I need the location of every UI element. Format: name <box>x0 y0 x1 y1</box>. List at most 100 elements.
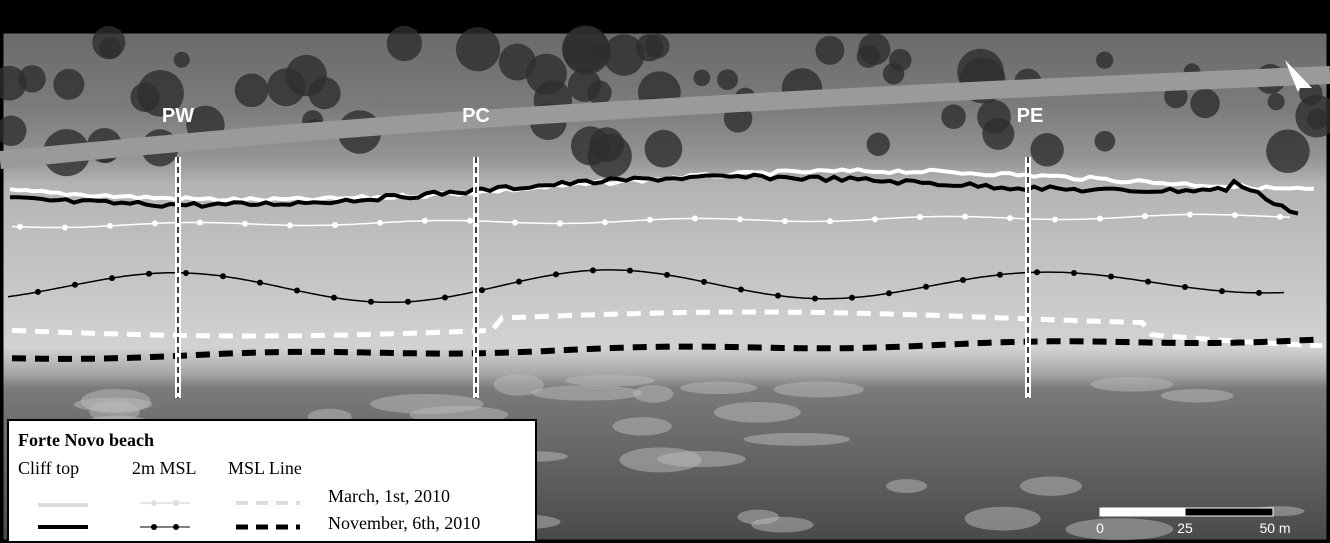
scale-segment <box>1185 508 1273 516</box>
msl2-november-point <box>405 299 411 305</box>
msl2-november-point <box>627 268 633 274</box>
msl2-november-point <box>72 282 78 288</box>
tree <box>1307 109 1328 130</box>
tree <box>867 133 890 156</box>
tree <box>941 104 966 129</box>
tree <box>815 36 844 65</box>
tree <box>1190 89 1219 118</box>
msl2-march-point <box>107 223 113 229</box>
legend: Forte Novo beach Cliff top 2m MSL MSL Li… <box>8 420 536 542</box>
msl2-march-point <box>377 220 383 226</box>
msl2-november-point <box>146 271 152 277</box>
legend-swatch <box>151 500 157 506</box>
legend-title: Forte Novo beach <box>18 430 154 450</box>
tree <box>645 130 683 168</box>
tree <box>1030 133 1063 166</box>
foam <box>1020 476 1082 495</box>
msl2-november-point <box>1145 279 1151 285</box>
msl2-november-point <box>701 279 707 285</box>
tree <box>982 118 1014 150</box>
msl2-november-point <box>368 299 374 305</box>
tree <box>857 45 880 68</box>
legend-column: MSL Line <box>228 458 302 478</box>
map: PW PC PE Forte Novo beach Cliff top 2m M… <box>0 0 1330 543</box>
msl2-march-point <box>1052 216 1058 222</box>
foam <box>612 417 671 435</box>
scale-label: 50 m <box>1259 520 1290 536</box>
tree <box>174 52 190 68</box>
msl2-march-point <box>737 216 743 222</box>
tree <box>99 37 121 59</box>
tree <box>1095 131 1116 152</box>
msl2-march-point <box>17 224 23 230</box>
scale-label: 0 <box>1096 520 1104 536</box>
msl2-november-point <box>442 295 448 301</box>
msl2-november-point <box>849 295 855 301</box>
msl2-november-point <box>294 288 300 294</box>
foam <box>531 385 642 401</box>
foam <box>965 507 1041 531</box>
msl2-november-point <box>590 267 596 273</box>
msl2-march-point <box>602 219 608 225</box>
msl2-march-point <box>1097 216 1103 222</box>
msl2-march-point <box>872 216 878 222</box>
tree <box>286 55 327 96</box>
msl2-november-point <box>479 287 485 293</box>
foam <box>1065 518 1173 540</box>
tree <box>693 69 710 86</box>
foam <box>619 447 701 472</box>
msl2-march-point <box>1007 215 1013 221</box>
scale-label: 25 <box>1177 520 1193 536</box>
tree <box>562 25 609 72</box>
foam <box>633 385 673 403</box>
tree <box>1096 52 1113 69</box>
profile-label: PC <box>462 105 490 127</box>
tree <box>499 44 536 81</box>
msl2-november-point <box>553 271 559 277</box>
tree <box>456 27 500 71</box>
msl2-march-point <box>422 218 428 224</box>
msl2-november-point <box>960 277 966 283</box>
tree <box>1266 129 1310 173</box>
msl2-november-point <box>923 284 929 290</box>
msl2-november-point <box>664 272 670 278</box>
foam <box>565 375 655 387</box>
msl2-march-point <box>692 215 698 221</box>
foam <box>81 389 151 414</box>
foam <box>1090 377 1173 391</box>
msl2-march-point <box>62 224 68 230</box>
legend-swatch <box>173 524 179 530</box>
msl2-november-point <box>257 280 263 286</box>
scale-segment <box>1100 508 1185 516</box>
msl2-march-point <box>1277 214 1283 220</box>
top-bar <box>0 0 1330 28</box>
msl2-march-point <box>332 222 338 228</box>
msl2-march-point <box>152 220 158 226</box>
msl2-march-point <box>512 219 518 225</box>
foam <box>370 394 484 414</box>
msl2-november-point <box>183 270 189 276</box>
tree <box>717 69 738 90</box>
msl2-march-point <box>197 219 203 225</box>
legend-swatch <box>151 524 157 530</box>
tree <box>636 34 663 61</box>
legend-date: March, 1st, 2010 <box>328 486 450 506</box>
tree <box>571 126 610 165</box>
profile-label: PE <box>1017 105 1044 127</box>
msl2-november-point <box>1182 284 1188 290</box>
tree <box>1268 93 1285 110</box>
tree <box>387 26 422 61</box>
msl2-march-point <box>962 214 968 220</box>
msl2-march-point <box>782 218 788 224</box>
msl2-march-point <box>647 217 653 223</box>
foam <box>773 381 863 397</box>
msl2-november-point <box>220 273 226 279</box>
tree <box>130 83 159 112</box>
msl2-march-point <box>557 221 563 227</box>
msl2-november-point <box>997 272 1003 278</box>
msl2-march-point <box>917 214 923 220</box>
msl2-november-point <box>516 279 522 285</box>
tree <box>235 74 269 108</box>
msl2-november-point <box>1071 270 1077 276</box>
legend-date: November, 6th, 2010 <box>328 513 480 533</box>
